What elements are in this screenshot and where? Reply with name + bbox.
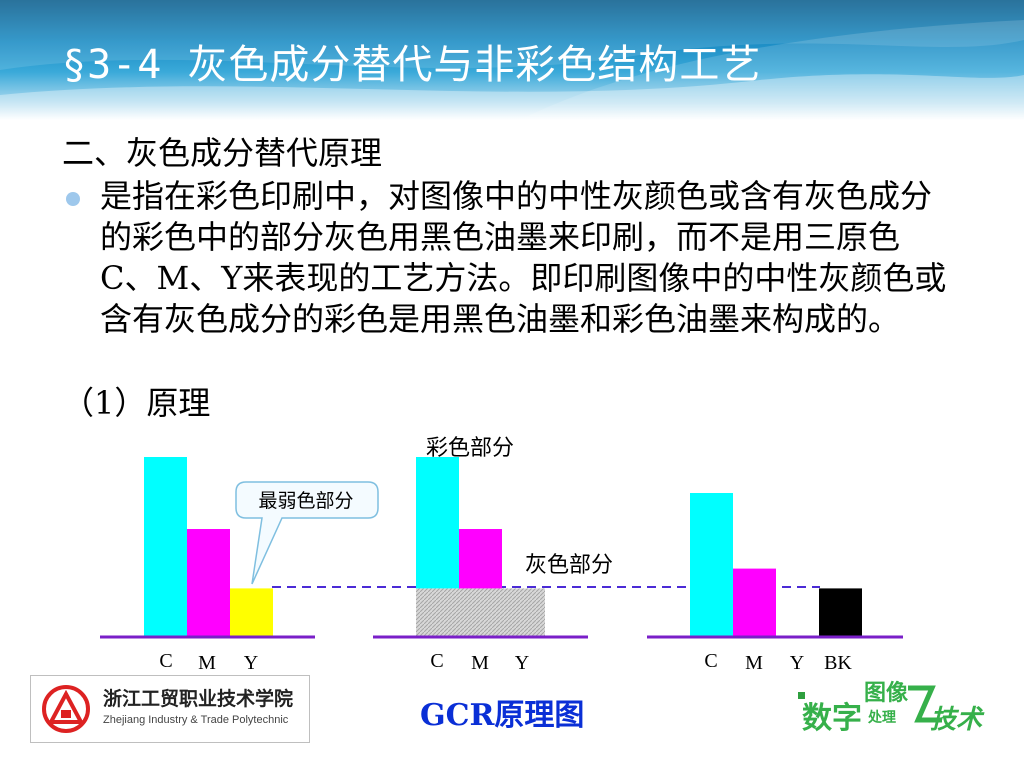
school-name-en: Zhejiang Industry & Trade Polytechnic: [103, 714, 289, 726]
gcr-diagram: 最弱色部分 彩色部分 灰色部分 C M Y C M Y C M Y BK: [100, 436, 903, 674]
brand-text-3: 处理: [867, 709, 896, 726]
course-brand-logo: 数字 图像 处理 技术: [798, 680, 985, 736]
gray-part-label: 灰色部分: [525, 553, 613, 578]
diagram-caption: GCR原理图: [420, 698, 585, 733]
bar-m-group-2: [459, 529, 502, 589]
axis-label-c-group-3: C: [704, 650, 717, 672]
axis-label-c-group-1: C: [159, 650, 172, 672]
weakest-color-callout: 最弱色部分: [235, 481, 379, 585]
axis-label-bk-group-3: BK: [824, 652, 852, 674]
gray-component-c-group-2: [416, 588, 459, 637]
slide-header: §3-4 灰色成分替代与非彩色结构工艺: [0, 0, 1024, 120]
bar-m-group-3: [733, 568, 776, 637]
axis-label-y-group-1: Y: [244, 652, 258, 674]
principle-subheading: （1）原理: [62, 384, 211, 422]
axis-label-m-group-2: M: [471, 652, 489, 674]
school-logo: 浙江工贸职业技术学院 Zhejiang Industry & Trade Pol…: [30, 675, 310, 743]
weakest-color-label: 最弱色部分: [258, 490, 353, 512]
school-emblem-icon: [42, 685, 90, 733]
slide-title: §3-4 灰色成分替代与非彩色结构工艺: [62, 42, 762, 88]
gray-component-m-group-2: [459, 588, 502, 637]
bar-y-group-1: [230, 588, 273, 637]
bullet-icon: [66, 192, 80, 206]
axis-label-y-group-2: Y: [515, 652, 529, 674]
color-part-label: 彩色部分: [426, 436, 514, 461]
axis-label-m-group-3: M: [745, 652, 763, 674]
school-name-cn: 浙江工贸职业技术学院: [103, 688, 294, 710]
bar-c-group-2: [416, 457, 459, 589]
brand-text-2: 图像: [864, 680, 909, 706]
bar-m-group-1: [187, 529, 230, 637]
axis-label-m-group-1: M: [198, 652, 216, 674]
header-wave-decoration: [0, 0, 1024, 120]
bar-bk-group-3: [819, 588, 862, 637]
definition-paragraph: 是指在彩色印刷中，对图像中的中性灰颜色或含有灰色成分的彩色中的部分灰色用黑色油墨…: [100, 177, 947, 338]
gray-component-y-group-2: [502, 588, 545, 637]
brand-text-1: 数字: [802, 701, 862, 736]
axis-label-c-group-2: C: [430, 650, 443, 672]
section-heading: 二、灰色成分替代原理: [62, 134, 383, 172]
bar-c-group-1: [144, 457, 187, 637]
axis-label-y-group-3: Y: [790, 652, 804, 674]
bar-c-group-3: [690, 493, 733, 637]
